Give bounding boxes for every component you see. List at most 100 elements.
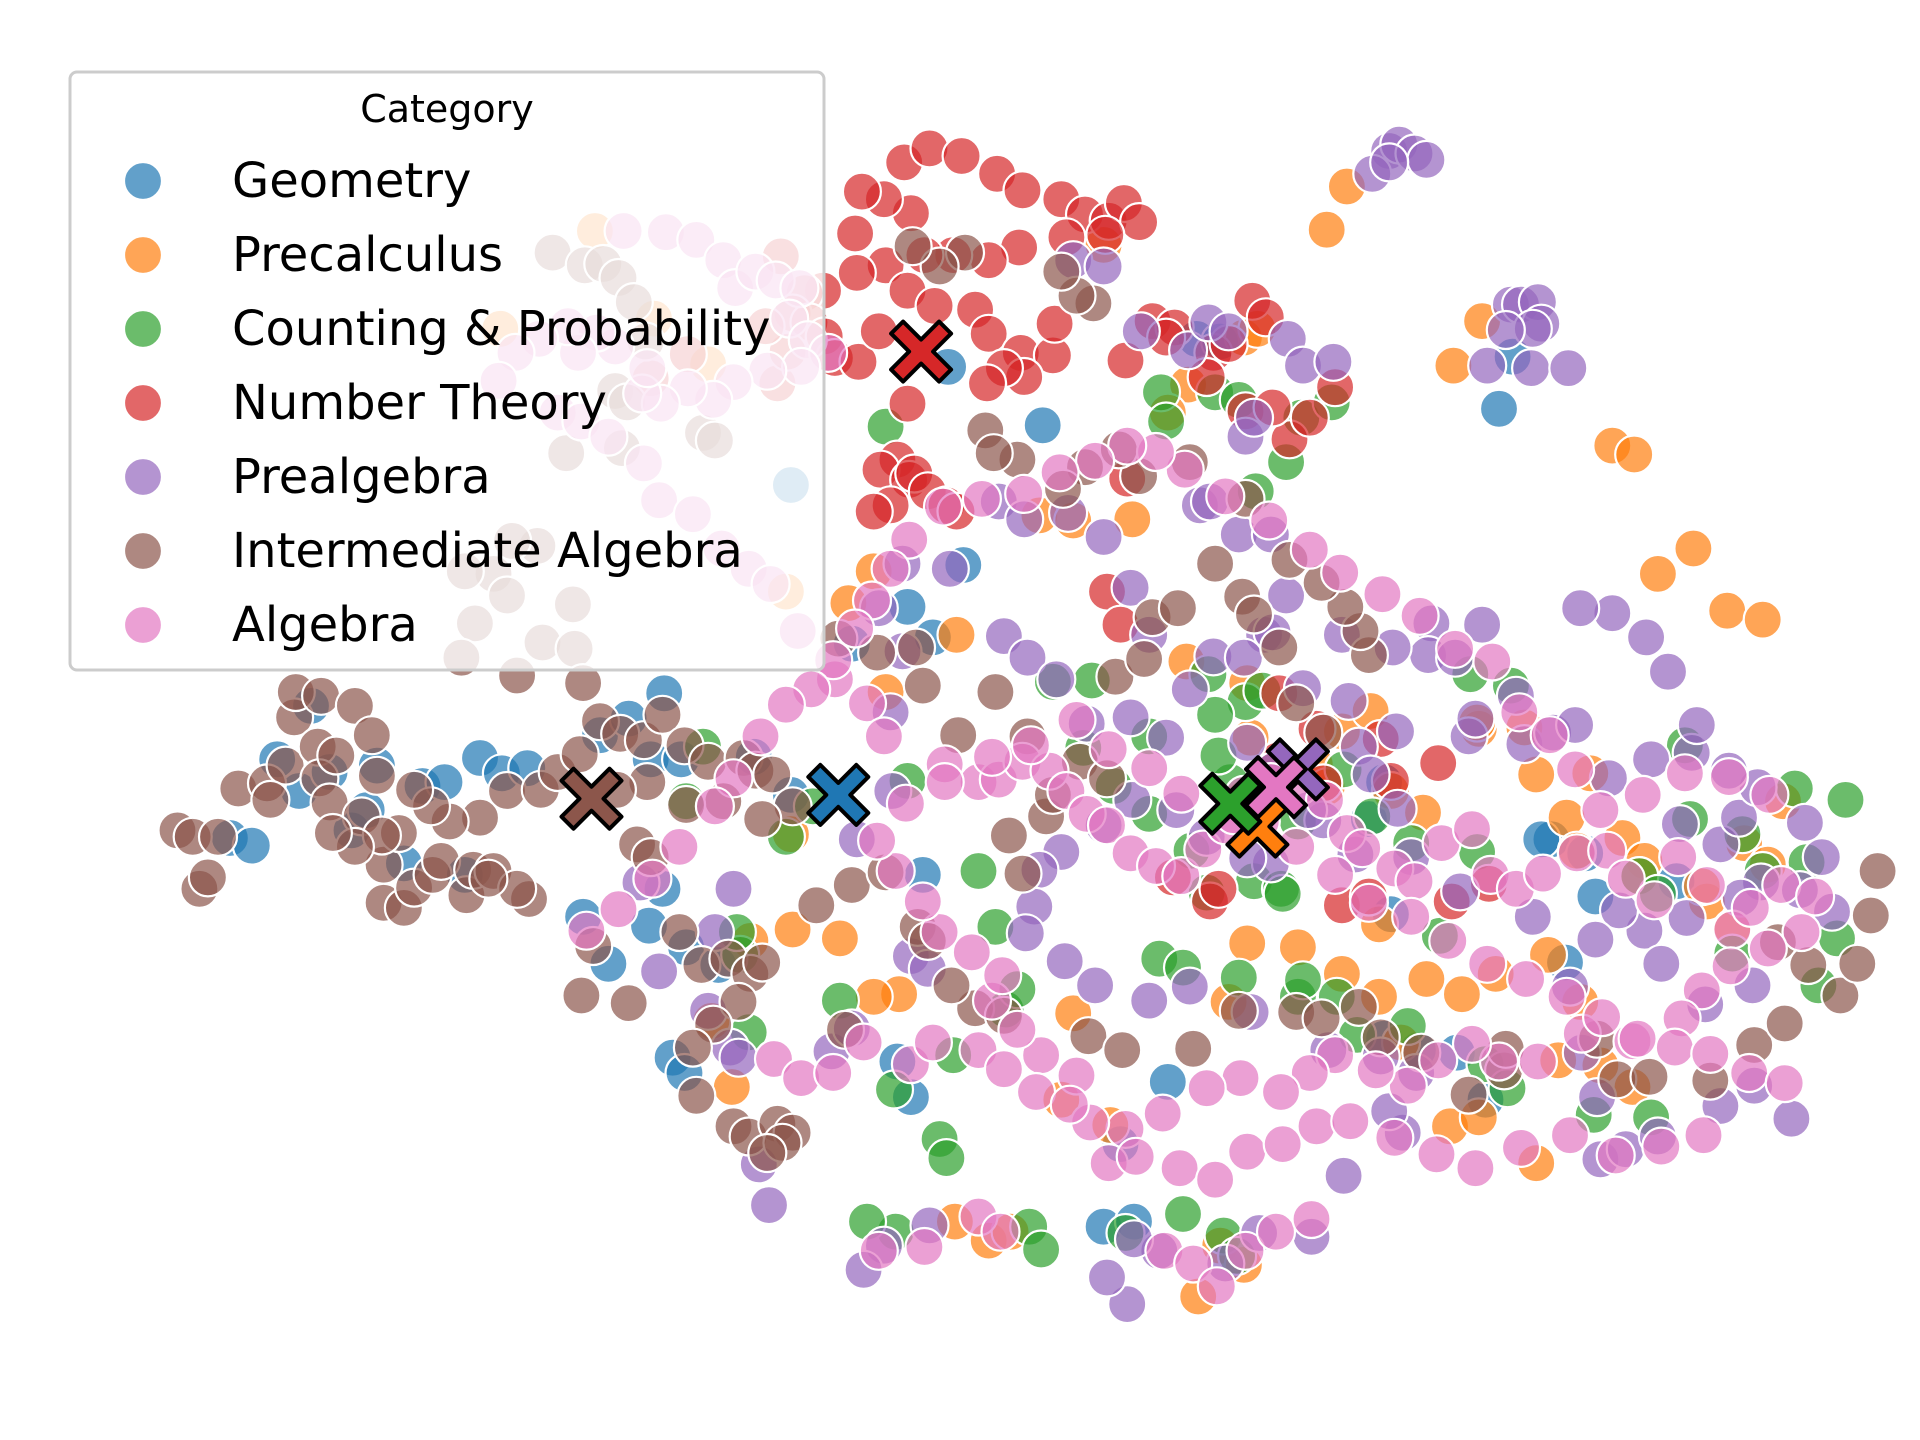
point-prealgebra-159 [1227,722,1268,763]
point-prealgebra-114 [638,951,680,992]
point-algebra-192 [1641,1126,1682,1167]
point-number-theory-37 [1034,303,1075,344]
point-number-theory-50 [853,491,894,532]
point-geometry-47 [1478,388,1520,429]
point-intermediate-algebra-120 [973,433,1014,474]
point-intermediate-algebra-126 [892,226,933,267]
legend-marker-number-theory [122,382,164,424]
point-intermediate-algebra-54 [718,981,759,1023]
point-algebra-75 [1781,911,1822,953]
point-algebra-166 [598,889,639,930]
point-algebra-49 [1161,855,1202,897]
point-algebra-196 [1196,1266,1237,1307]
point-intermediate-algebra-84 [902,665,943,706]
point-algebra-112 [1129,748,1170,789]
point-algebra-144 [1249,500,1290,541]
legend-marker-algebra [122,604,164,646]
legend-entry-algebra: Algebra [122,597,418,653]
point-algebra-183 [1262,1123,1303,1165]
point-counting-and-probability-49 [958,850,999,892]
point-intermediate-algebra-97 [1095,656,1136,697]
point-algebra-171 [843,1022,884,1063]
point-prealgebra-130 [1036,659,1077,700]
point-prealgebra-66 [1630,739,1672,780]
point-intermediate-algebra-64 [608,982,649,1024]
point-precalculus-48 [1406,958,1447,1000]
legend-frame [68,70,826,672]
point-intermediate-algebra-78 [250,779,291,821]
point-algebra-134 [1580,789,1621,831]
point-prealgebra-104 [1086,1257,1128,1298]
point-algebra-89 [1289,1052,1330,1094]
point-algebra-102 [919,911,960,953]
point-number-theory-80 [1198,868,1239,909]
point-algebra-107 [924,761,965,803]
point-algebra-188 [1455,1148,1496,1189]
point-number-theory-18 [841,171,883,212]
point-prealgebra-18 [1167,330,1209,371]
point-prealgebra-50 [1666,897,1707,939]
point-prealgebra-87 [1044,941,1085,982]
point-prealgebra-17 [1120,311,1161,352]
point-algebra-157 [834,608,876,649]
point-intermediate-algebra-153 [931,965,972,1006]
point-number-theory-34 [968,313,1009,354]
point-intermediate-algebra-73 [394,769,435,810]
point-algebra-87 [1355,1050,1396,1091]
point-intermediate-algebra-158 [1218,990,1259,1031]
point-algebra-170 [813,1052,854,1094]
point-precalculus-24 [1707,590,1748,631]
point-algebra-155 [870,548,911,589]
point-algebra-182 [1227,1131,1268,1172]
point-intermediate-algebra-35 [642,694,683,735]
legend-label-number-theory: Number Theory [232,375,607,431]
scatter-points [157,124,1898,1325]
point-prealgebra-134 [1169,669,1210,710]
point-algebra-179 [1115,1136,1156,1177]
point-algebra-98 [997,1009,1038,1050]
point-intermediate-algebra-62 [747,1132,788,1174]
point-algebra-199 [1291,1198,1332,1240]
point-intermediate-algebra-17 [356,755,397,796]
point-algebra-100 [982,955,1023,996]
point-prealgebra-14 [1548,348,1589,389]
point-algebra-111 [1088,728,1129,770]
point-prealgebra-133 [1145,717,1187,758]
point-intermediate-algebra-66 [561,975,602,1016]
point-algebra-132 [1664,753,1706,794]
centroid-intermediate-algebra [559,766,624,831]
point-algebra-106 [885,783,927,824]
point-algebra-85 [1418,1040,1459,1081]
point-algebra-185 [1330,1101,1371,1142]
point-prealgebra-89 [1129,980,1170,1021]
point-algebra-108 [971,736,1013,777]
point-counting-and-probability-72 [1194,694,1236,735]
point-intermediate-algebra-125 [919,246,960,287]
point-prealgebra-116 [718,1037,759,1078]
legend-title: Category [360,87,534,131]
point-number-theory-2 [941,135,982,177]
legend-marker-prealgebra [122,456,164,498]
point-intermediate-algebra-14 [316,735,357,776]
point-prealgebra-67 [1647,651,1689,692]
point-intermediate-algebra-40 [752,754,793,795]
point-algebra-197 [1225,1230,1266,1271]
point-algebra-104 [875,850,916,892]
legend-entry-intermediate-algebra: Intermediate Algebra [122,523,743,579]
point-intermediate-algebra-4 [187,857,228,898]
point-precalculus-51 [1227,923,1268,964]
point-prealgebra-41 [1377,788,1418,829]
point-algebra-37 [846,683,888,724]
point-intermediate-algebra-172 [1764,1003,1805,1044]
point-intermediate-algebra-91 [988,815,1030,856]
legend-entry-prealgebra: Prealgebra [122,449,491,505]
point-intermediate-algebra-86 [796,885,837,926]
point-intermediate-algebra-155 [1068,1016,1109,1057]
point-intermediate-algebra-156 [1102,1029,1143,1071]
point-prealgebra-5 [1369,142,1410,183]
point-algebra-176 [1015,1071,1057,1113]
point-prealgebra-86 [1005,913,1046,954]
point-prealgebra-151 [1641,943,1682,984]
legend-label-intermediate-algebra: Intermediate Algebra [232,523,743,579]
point-intermediate-algebra-10 [301,675,342,716]
